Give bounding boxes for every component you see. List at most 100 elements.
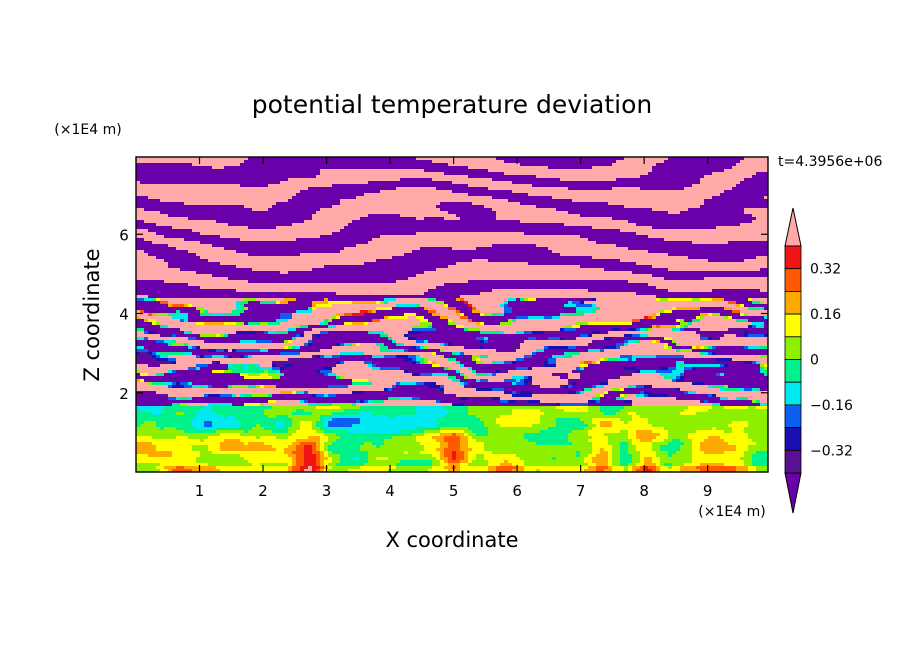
field-cell	[712, 298, 725, 302]
field-cell	[148, 382, 153, 386]
field-cell	[456, 361, 461, 365]
x-tick-label: 3	[322, 482, 332, 500]
field-cell	[708, 334, 725, 338]
field-cell	[480, 358, 517, 362]
field-cell	[700, 463, 725, 467]
field-cell	[708, 337, 713, 341]
field-cell	[320, 460, 325, 464]
field-cell	[412, 433, 425, 437]
field-cell	[216, 361, 221, 365]
field-cell	[524, 469, 537, 472]
field-cell	[544, 412, 605, 416]
field-cell	[152, 436, 177, 440]
field-cell	[344, 361, 365, 365]
field-cell	[188, 337, 197, 341]
colorbar-bottom-arrow	[784, 472, 802, 514]
field-cell	[192, 448, 209, 452]
field-cell	[612, 328, 621, 332]
field-cell	[372, 442, 385, 446]
field-cell	[580, 367, 585, 371]
field-cell	[744, 304, 768, 308]
field-cell	[592, 457, 609, 461]
field-cell	[652, 385, 709, 389]
field-cell	[680, 325, 685, 329]
field-cell	[764, 367, 768, 371]
field-cell	[584, 361, 593, 365]
field-cell	[612, 187, 641, 191]
field-cell	[496, 466, 517, 470]
field-cell	[720, 373, 725, 377]
field-cell	[232, 394, 237, 398]
colorbar-label: −0.32	[810, 443, 853, 459]
field-cell	[424, 358, 429, 362]
field-cell	[192, 421, 205, 425]
field-cell	[388, 397, 401, 401]
field-cell	[248, 355, 253, 359]
field-cell	[164, 259, 209, 263]
field-cell	[596, 310, 661, 314]
field-cell	[492, 289, 589, 293]
field-cell	[172, 403, 181, 407]
field-cell	[456, 325, 465, 329]
field-cell	[208, 364, 229, 368]
field-cell	[624, 370, 637, 374]
field-cell	[276, 319, 289, 323]
field-cell	[136, 412, 153, 416]
field-cell	[396, 385, 429, 389]
field-cell	[328, 445, 361, 449]
field-cell	[656, 469, 661, 472]
field-cell	[596, 454, 609, 458]
field-cell	[468, 460, 473, 464]
field-cell	[660, 457, 693, 461]
field-cell	[136, 331, 145, 335]
field-cell	[728, 241, 768, 245]
field-cell	[696, 412, 768, 416]
field-cell	[496, 349, 501, 353]
field-cell	[324, 460, 333, 464]
field-cell	[676, 307, 701, 311]
field-cell	[224, 166, 469, 170]
field-cell	[228, 277, 409, 281]
field-cell	[388, 316, 409, 320]
field-cell	[568, 385, 573, 389]
field-cell	[592, 460, 609, 464]
field-cell	[424, 169, 489, 173]
field-cell	[236, 418, 293, 422]
colorbar-segment	[784, 336, 802, 360]
field-cell	[364, 463, 397, 467]
field-cell	[220, 448, 277, 452]
field-cell	[740, 388, 745, 392]
field-cell	[700, 181, 741, 185]
field-cell	[172, 469, 193, 472]
field-cell	[312, 334, 317, 338]
field-cell	[416, 232, 525, 236]
field-cell	[436, 301, 445, 305]
field-cell	[236, 415, 269, 419]
field-cell	[636, 436, 657, 440]
field-cell	[512, 469, 525, 472]
field-cell	[232, 349, 237, 353]
field-cell	[456, 262, 529, 266]
field-cell	[296, 439, 321, 443]
field-cell	[404, 451, 409, 455]
field-cell	[436, 448, 445, 452]
field-cell	[292, 457, 297, 461]
field-cell	[156, 424, 193, 428]
field-cell	[472, 436, 525, 440]
field-cell	[136, 214, 169, 218]
field-cell	[552, 250, 649, 254]
field-cell	[184, 304, 189, 308]
field-cell	[484, 346, 513, 350]
field-cell	[172, 370, 177, 374]
field-cell	[288, 469, 293, 472]
field-cell	[144, 298, 153, 302]
field-cell	[692, 451, 705, 455]
field-cell	[136, 211, 161, 215]
field-cell	[136, 298, 145, 302]
field-cell	[404, 253, 561, 257]
field-cell	[700, 469, 737, 472]
field-cell	[592, 343, 617, 347]
field-cell	[624, 400, 633, 404]
field-cell	[324, 442, 333, 446]
field-cell	[584, 421, 593, 425]
